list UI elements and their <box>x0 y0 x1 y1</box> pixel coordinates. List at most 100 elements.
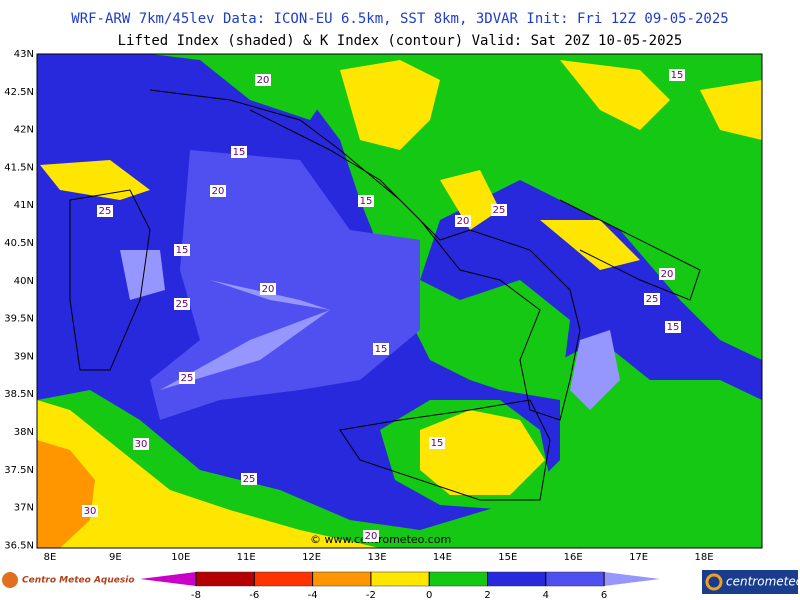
contour-label-box <box>669 69 685 81</box>
lat-label: 37.5N <box>4 465 34 476</box>
left-logo: Centro Meteo Aquesio <box>22 576 135 586</box>
contour-label: 25 <box>646 294 659 305</box>
contour-label: 25 <box>176 299 189 310</box>
lat-label: 38.5N <box>4 389 34 400</box>
lat-label: 37N <box>14 503 34 514</box>
contour-label-box <box>97 205 113 217</box>
subtitle: Lifted Index (shaded) & K Index (contour… <box>118 33 683 49</box>
contour-label-box <box>179 372 195 384</box>
colorbar-segment <box>428 571 488 587</box>
contour-label-box <box>174 298 190 310</box>
lat-label: 39.5N <box>4 314 34 325</box>
colorbar-tick-label: -8 <box>191 590 201 600</box>
colorbar-tick-label: -4 <box>308 590 318 600</box>
credit: © www.centrometeo.com <box>310 533 451 546</box>
title: WRF-ARW 7km/45lev Data: ICON-EU 6.5km, S… <box>71 11 728 27</box>
colorbar-tick-label: -2 <box>366 590 376 600</box>
shade-yellow <box>700 80 762 140</box>
contour-label: 15 <box>431 438 444 449</box>
lat-label: 41.5N <box>4 162 34 173</box>
lat-label: 38N <box>14 427 34 438</box>
lat-label: 36.5N <box>4 540 34 551</box>
contour-label-box <box>373 343 389 355</box>
right-logo: centrometeo <box>726 575 800 589</box>
lon-label: 15E <box>498 552 517 563</box>
contour-label: 15 <box>667 322 680 333</box>
colorbar-segment <box>312 571 372 587</box>
lon-label: 12E <box>302 552 321 563</box>
colorbar-arrow <box>604 572 661 586</box>
colorbar-tick-label: 4 <box>543 590 549 600</box>
contour-label-box <box>133 438 149 450</box>
contour-label: 20 <box>661 269 674 280</box>
contour-label-box <box>455 215 471 227</box>
contour-label-box <box>659 268 675 280</box>
shade-yellow <box>340 60 440 150</box>
contour-label: 20 <box>257 75 270 86</box>
colorbar-segment <box>545 571 605 587</box>
contour-label-box <box>82 505 98 517</box>
lon-label: 11E <box>237 552 256 563</box>
left-logo-icon <box>2 572 18 588</box>
contour-label-box <box>358 195 374 207</box>
colorbar-tick-label: 2 <box>484 590 490 600</box>
shade-green <box>560 340 762 548</box>
shade-yellow <box>420 410 545 495</box>
lon-label: 9E <box>109 552 122 563</box>
colorbar-segment <box>487 571 547 587</box>
coastline <box>559 199 701 301</box>
shade-orange <box>37 440 95 548</box>
shade-yellow <box>37 400 380 548</box>
shade-yellow <box>40 160 150 200</box>
lon-label: 10E <box>171 552 190 563</box>
lon-label: 18E <box>694 552 713 563</box>
colorbar-arrow <box>140 572 196 586</box>
contour-label-box <box>260 283 276 295</box>
contour-label: 30 <box>84 506 97 517</box>
contour-label-box <box>241 473 257 485</box>
lon-label: 8E <box>44 552 57 563</box>
contour-label: 20 <box>262 284 275 295</box>
shade-yellow <box>560 60 670 130</box>
contour-label-box <box>255 74 271 86</box>
coastline <box>149 89 581 421</box>
contour-label-box <box>363 530 379 542</box>
shade-green <box>37 54 330 120</box>
contour-label-box <box>429 437 445 449</box>
map-frame <box>36 53 763 549</box>
contour-label: 25 <box>243 474 256 485</box>
contour-label-box <box>210 185 226 197</box>
contour-label: 20 <box>457 216 470 227</box>
contour-label: 25 <box>99 206 112 217</box>
contour-label-box <box>491 204 507 216</box>
contour-label: 30 <box>135 439 148 450</box>
colorbar-tick-label: 0 <box>426 590 432 600</box>
contour-label-box <box>231 146 247 158</box>
contour-label: 20 <box>212 186 225 197</box>
right-logo-box <box>702 570 798 594</box>
contour-label: 15 <box>176 245 189 256</box>
map-area <box>36 53 763 549</box>
contour-label: 15 <box>233 147 246 158</box>
lon-label: 13E <box>367 552 386 563</box>
contour-label-box <box>644 293 660 305</box>
shade-yellow <box>440 170 640 270</box>
coastline <box>339 399 551 501</box>
lon-label: 16E <box>564 552 583 563</box>
contour-label: 20 <box>365 531 378 542</box>
right-logo-icon <box>705 573 723 591</box>
contour-label: 15 <box>375 344 388 355</box>
coastline <box>69 189 151 371</box>
colorbar-segment <box>370 571 430 587</box>
lat-label: 43N <box>14 49 34 60</box>
colorbar-segment <box>254 571 313 587</box>
contour-label-box <box>665 321 681 333</box>
contour-label: 15 <box>360 196 373 207</box>
contour-label: 15 <box>671 70 684 81</box>
contour-label-box <box>174 244 190 256</box>
lat-label: 41N <box>14 200 34 211</box>
lat-label: 40.5N <box>4 238 34 249</box>
shade-light-blue <box>150 150 420 420</box>
